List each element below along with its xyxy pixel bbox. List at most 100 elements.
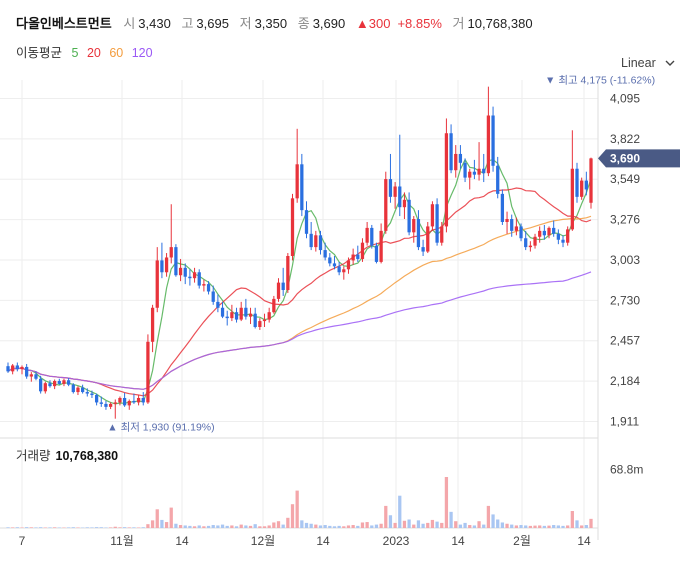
candle-body (337, 266, 341, 273)
candle-body (85, 392, 89, 394)
candle-body (206, 284, 211, 292)
candle-body (589, 158, 593, 203)
volume-bar (197, 525, 201, 528)
ma-120-label[interactable]: 120 (131, 46, 153, 60)
candle-body (174, 247, 178, 276)
volume-bar (262, 526, 267, 528)
volume-bar (57, 527, 61, 528)
volume-bar (472, 525, 477, 528)
volume-bar (365, 522, 369, 528)
volume-bar (491, 514, 495, 528)
candle-body (104, 403, 108, 407)
candle-body (584, 180, 588, 190)
candle-body (566, 229, 570, 243)
volume-panel-label: 거래량 (16, 449, 51, 463)
candle-body (57, 380, 61, 384)
min-price-annotation: ▲ 최저 1,930 (91.19%) (107, 422, 214, 434)
volume-bar (356, 525, 360, 528)
candle-body (379, 230, 383, 262)
volume-bar (225, 525, 229, 528)
candle-body (20, 366, 24, 370)
candle-body (113, 402, 117, 404)
volume-bar (402, 520, 407, 528)
candle-body (267, 312, 271, 320)
candle-body (454, 153, 458, 171)
candle-body (66, 380, 71, 385)
candle-body (99, 402, 103, 404)
candle-body (393, 186, 397, 197)
candle-body (542, 230, 546, 236)
candle-body (309, 233, 313, 248)
date-tick-label: 2월 (513, 534, 531, 548)
date-tick-label: 14 (175, 534, 189, 548)
change-percent: +8.85% (397, 16, 442, 31)
candle-body (71, 384, 75, 393)
candle-body (272, 298, 276, 313)
candle-body (6, 366, 10, 372)
date-tick-label: 11월 (110, 534, 134, 548)
volume-bar (202, 526, 206, 528)
candle-body (552, 227, 556, 234)
volume-bar (463, 522, 467, 528)
candle-body (136, 397, 141, 403)
volume-bar (538, 525, 542, 528)
volume-bar (584, 525, 588, 528)
candle-body (538, 230, 542, 237)
volume-bar (6, 527, 10, 528)
volume-bar (542, 525, 546, 528)
candle-body (220, 307, 225, 317)
candle-body (547, 227, 551, 236)
volume-bar (528, 525, 533, 528)
volume-bar (94, 527, 99, 528)
candle-body (318, 235, 323, 251)
volume-bar (141, 527, 145, 528)
candle-body (118, 397, 122, 403)
volume-bar (76, 527, 80, 528)
price-tick-label: 3,549 (610, 172, 640, 186)
candle-body (416, 219, 421, 248)
candle-body (15, 365, 19, 370)
volume-bar (90, 527, 94, 528)
volume-bar (370, 525, 374, 528)
volume-bar (108, 527, 113, 528)
volume-bar (99, 527, 103, 528)
volume-bar (486, 505, 491, 528)
candle-body (169, 247, 173, 258)
ma-60-label[interactable]: 60 (109, 46, 124, 60)
volume-bar (258, 526, 262, 528)
candle-body (342, 269, 346, 273)
volume-bar (412, 524, 416, 528)
scale-type-dropdown[interactable]: Linear (621, 56, 675, 70)
volume-bar (286, 517, 290, 528)
volume-bar (39, 527, 43, 528)
low-value: 3,350 (254, 16, 288, 31)
ma-20-label[interactable]: 20 (86, 46, 101, 60)
volume-bar (416, 520, 421, 528)
volume-panel-title: 거래량 10,768,380 (16, 445, 118, 464)
volume-bar (510, 524, 514, 528)
volume-bar (332, 526, 337, 528)
volume-bar (272, 522, 276, 528)
volume-bar (360, 522, 365, 528)
volume-bar (295, 490, 299, 528)
volume-bar (164, 522, 169, 528)
close-label: 종 (297, 16, 310, 31)
ma-5-label[interactable]: 5 (71, 46, 79, 60)
candle-body (94, 395, 99, 403)
candle-body (458, 153, 463, 163)
candle-body (76, 387, 80, 393)
date-axis: 7 11월 14 12월 14 2023 14 2월 14 (19, 534, 591, 548)
candle-body (500, 193, 505, 222)
candle-body (164, 257, 169, 273)
volume-bar (458, 524, 463, 528)
candle-body (346, 260, 351, 270)
candle-body (580, 180, 584, 197)
candle-body (108, 403, 113, 407)
volume-bar (435, 521, 439, 528)
low-label: 저 (239, 16, 252, 31)
volume-bar (589, 518, 593, 528)
volume-bar (188, 525, 192, 528)
candle-body (25, 366, 29, 377)
volume-bar (314, 524, 318, 528)
